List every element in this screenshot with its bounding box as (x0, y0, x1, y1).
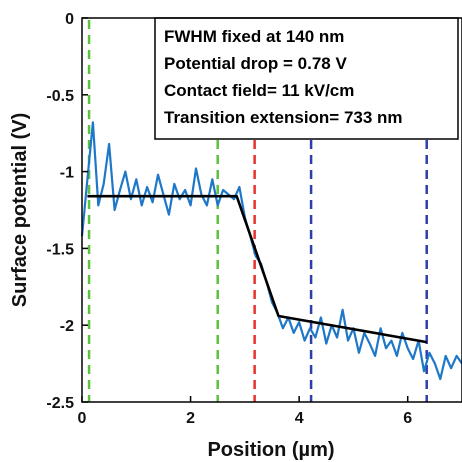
annotation-box-frame (154, 17, 459, 140)
x-axis-title: Position (µm) (207, 439, 334, 461)
y-tick-label: -2 (60, 318, 74, 335)
annotation-box: FWHM fixed at 140 nm Potential drop = 0.… (154, 17, 459, 140)
y-tick-label: 0 (65, 11, 74, 28)
x-tick-label: 0 (78, 410, 87, 427)
annotation-line-2: Potential drop = 0.78 V (164, 54, 347, 73)
y-tick-label: -2.5 (46, 395, 74, 412)
data-series (80, 121, 462, 381)
annotation-line-4: Transition extension= 733 nm (164, 108, 403, 127)
plot-frame (81, 17, 462, 403)
y-tick-label: -1.5 (46, 241, 74, 258)
x-tick-label: 2 (186, 410, 195, 427)
x-tick-label: 6 (403, 410, 412, 427)
y-tick-label: -1 (60, 165, 74, 182)
y-axis-title: Surface potential (V) (9, 113, 31, 307)
measured-potential-line (80, 121, 462, 381)
y-tick-label: -0.5 (46, 88, 74, 105)
fit-line (87, 194, 427, 344)
annotation-line-3: Contact field= 11 kV/cm (164, 81, 354, 100)
axis-ticks: 0 2 4 6 0 -0.5 -1 -1.5 -2 -2.5 (46, 11, 412, 427)
annotation-line-1: FWHM fixed at 140 nm (164, 27, 344, 46)
x-tick-label: 4 (295, 410, 304, 427)
